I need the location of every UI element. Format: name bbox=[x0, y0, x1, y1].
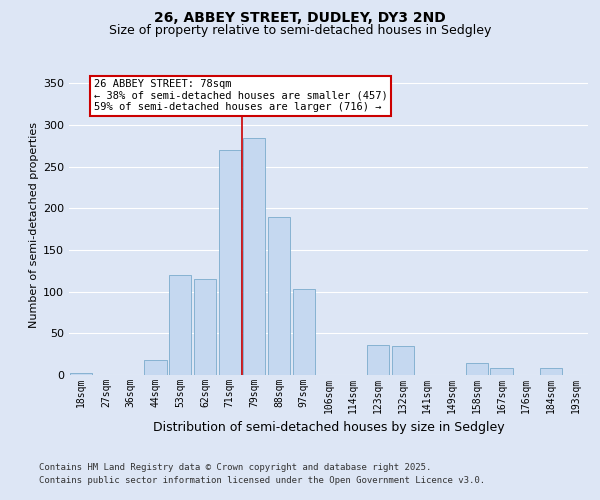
Text: Size of property relative to semi-detached houses in Sedgley: Size of property relative to semi-detach… bbox=[109, 24, 491, 37]
Bar bbox=[243, 138, 265, 375]
Text: Contains HM Land Registry data © Crown copyright and database right 2025.: Contains HM Land Registry data © Crown c… bbox=[39, 464, 431, 472]
Bar bbox=[169, 275, 191, 375]
X-axis label: Distribution of semi-detached houses by size in Sedgley: Distribution of semi-detached houses by … bbox=[152, 422, 505, 434]
Bar bbox=[194, 279, 216, 375]
Bar bbox=[392, 346, 414, 375]
Bar bbox=[540, 368, 562, 375]
Bar bbox=[466, 362, 488, 375]
Bar bbox=[367, 345, 389, 375]
Bar bbox=[218, 150, 241, 375]
Text: 26 ABBEY STREET: 78sqm
← 38% of semi-detached houses are smaller (457)
59% of se: 26 ABBEY STREET: 78sqm ← 38% of semi-det… bbox=[94, 79, 388, 112]
Bar bbox=[70, 374, 92, 375]
Bar bbox=[145, 360, 167, 375]
Text: Contains public sector information licensed under the Open Government Licence v3: Contains public sector information licen… bbox=[39, 476, 485, 485]
Bar bbox=[268, 216, 290, 375]
Bar bbox=[293, 289, 315, 375]
Y-axis label: Number of semi-detached properties: Number of semi-detached properties bbox=[29, 122, 39, 328]
Text: 26, ABBEY STREET, DUDLEY, DY3 2ND: 26, ABBEY STREET, DUDLEY, DY3 2ND bbox=[154, 11, 446, 25]
Bar bbox=[490, 368, 512, 375]
